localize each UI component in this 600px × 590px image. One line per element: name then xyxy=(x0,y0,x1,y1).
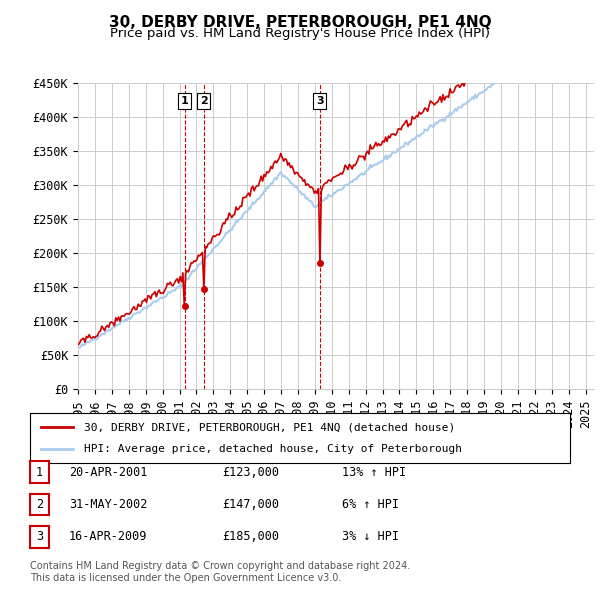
Text: 6% ↑ HPI: 6% ↑ HPI xyxy=(342,498,399,511)
Text: 3: 3 xyxy=(316,96,323,106)
Text: 13% ↑ HPI: 13% ↑ HPI xyxy=(342,466,406,478)
Text: 31-MAY-2002: 31-MAY-2002 xyxy=(69,498,148,511)
Text: 30, DERBY DRIVE, PETERBOROUGH, PE1 4NQ: 30, DERBY DRIVE, PETERBOROUGH, PE1 4NQ xyxy=(109,15,491,30)
Text: 20-APR-2001: 20-APR-2001 xyxy=(69,466,148,478)
Text: 2: 2 xyxy=(36,498,43,511)
Text: £185,000: £185,000 xyxy=(222,530,279,543)
Text: Price paid vs. HM Land Registry's House Price Index (HPI): Price paid vs. HM Land Registry's House … xyxy=(110,27,490,40)
Text: 1: 1 xyxy=(36,466,43,478)
Text: HPI: Average price, detached house, City of Peterborough: HPI: Average price, detached house, City… xyxy=(84,444,462,454)
Text: 16-APR-2009: 16-APR-2009 xyxy=(69,530,148,543)
Text: £123,000: £123,000 xyxy=(222,466,279,478)
Text: 1: 1 xyxy=(181,96,188,106)
Text: 30, DERBY DRIVE, PETERBOROUGH, PE1 4NQ (detached house): 30, DERBY DRIVE, PETERBOROUGH, PE1 4NQ (… xyxy=(84,422,455,432)
Text: 3: 3 xyxy=(36,530,43,543)
Text: 2: 2 xyxy=(200,96,208,106)
Text: 3% ↓ HPI: 3% ↓ HPI xyxy=(342,530,399,543)
Text: £147,000: £147,000 xyxy=(222,498,279,511)
Text: Contains HM Land Registry data © Crown copyright and database right 2024.
This d: Contains HM Land Registry data © Crown c… xyxy=(30,561,410,583)
